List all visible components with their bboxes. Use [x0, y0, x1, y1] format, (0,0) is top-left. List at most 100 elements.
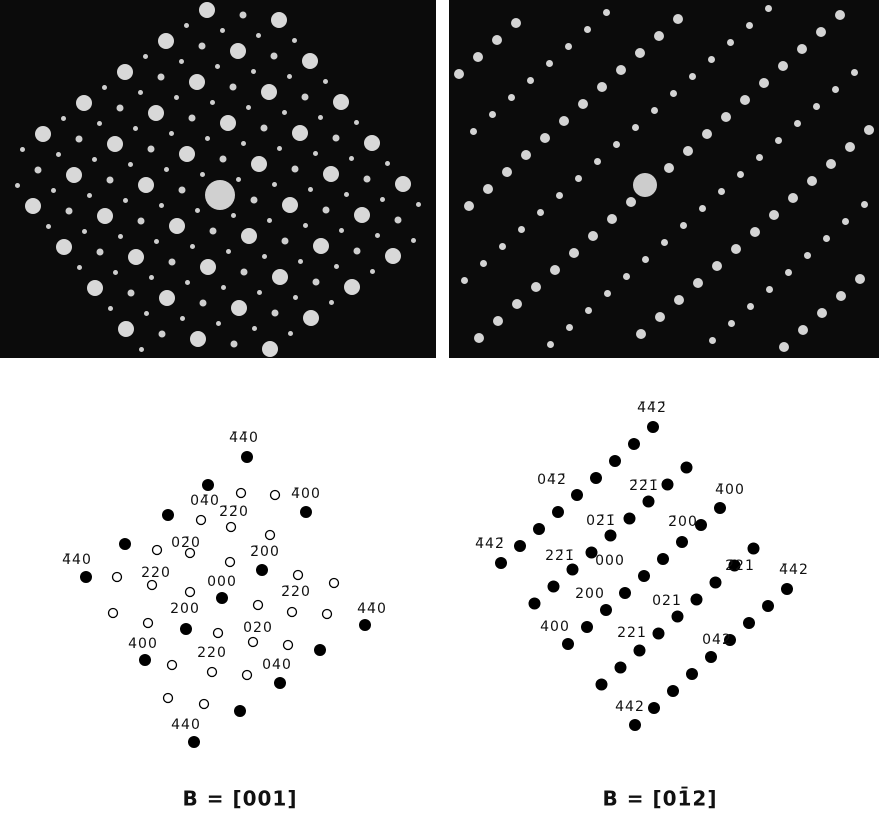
reflection-dot	[638, 570, 650, 582]
diffraction-spot	[693, 278, 703, 288]
index-label: 221	[617, 625, 647, 641]
diffraction-spot	[594, 158, 601, 165]
diffraction-spot	[102, 85, 107, 90]
diffraction-spot	[623, 273, 630, 280]
diffraction-spot	[292, 38, 297, 43]
diffraction-spot	[200, 300, 207, 307]
diffraction-spot	[252, 326, 257, 331]
diffraction-spot	[180, 316, 185, 321]
diffraction-spot	[76, 136, 83, 143]
reflection-dot	[188, 736, 200, 748]
forbidden-reflection	[168, 661, 177, 670]
reflection-dot	[710, 577, 722, 589]
forbidden-reflection	[153, 546, 162, 555]
diffraction-spot	[817, 308, 827, 318]
forbidden-reflection	[249, 638, 258, 647]
diffraction-spot	[521, 150, 531, 160]
diffraction-spot	[588, 231, 598, 241]
reflection-dot	[202, 479, 214, 491]
diffraction-spot	[461, 277, 468, 284]
diffraction-spot	[492, 35, 502, 45]
diffraction-spot	[251, 69, 256, 74]
diffraction-spot	[527, 77, 534, 84]
diffraction-spot	[813, 103, 820, 110]
diffraction-spot	[499, 243, 506, 250]
diffraction-spot	[230, 43, 246, 59]
diffraction-spot	[261, 84, 277, 100]
forbidden-reflection	[237, 489, 246, 498]
diffraction-spot	[333, 135, 340, 142]
reflection-dot	[605, 530, 617, 542]
diffraction-spot	[354, 120, 359, 125]
diffraction-spot	[584, 26, 591, 33]
index-label: 200	[575, 586, 605, 602]
reflection-dot	[600, 604, 612, 616]
diffraction-spot	[826, 159, 836, 169]
index-label: 2̄21	[725, 558, 755, 574]
right-lattice	[495, 421, 793, 731]
index-label: 000	[207, 574, 237, 590]
reflection-dot	[596, 679, 608, 691]
diffraction-spot	[788, 193, 798, 203]
diffraction-spot	[750, 227, 760, 237]
diffraction-spot	[246, 105, 251, 110]
diffraction-spot	[339, 228, 344, 233]
diffraction-spot	[395, 176, 411, 192]
diffraction-spot	[680, 222, 687, 229]
forbidden-reflection	[148, 581, 157, 590]
diffraction-spot	[333, 94, 349, 110]
index-label: 4̄4̄0	[229, 430, 259, 446]
diffraction-spot	[480, 260, 487, 267]
forbidden-reflection	[226, 558, 235, 567]
reflection-dot	[274, 677, 286, 689]
index-label: 02̄1̄	[586, 513, 616, 529]
diffraction-spot	[746, 22, 753, 29]
index-label: 000	[595, 553, 625, 569]
diffraction-spot	[262, 341, 278, 357]
reflection-dot	[676, 536, 688, 548]
reflection-dot	[714, 502, 726, 514]
reflection-dot	[119, 538, 131, 550]
diffraction-spot	[380, 197, 385, 202]
diffraction-spot	[313, 238, 329, 254]
diffraction-spot	[282, 110, 287, 115]
central-spot	[205, 180, 235, 210]
reflection-dot	[615, 662, 627, 674]
diffraction-spot	[288, 331, 293, 336]
diffraction-spot	[308, 187, 313, 192]
diffraction-spot	[271, 53, 278, 60]
diffraction-spot	[547, 341, 554, 348]
reflection-dot	[162, 509, 174, 521]
diffraction-spot	[257, 290, 262, 295]
index-label: 020	[243, 620, 273, 636]
reflection-dot	[234, 705, 246, 717]
forbidden-reflection	[200, 700, 209, 709]
diffraction-spot	[66, 208, 73, 215]
forbidden-reflection	[288, 608, 297, 617]
diffraction-spot	[597, 82, 607, 92]
reflection-dot	[648, 702, 660, 714]
right-labels: 4̄4̄2̄ 04̄2̄ 2̄2̄1̄ 4̄00 02̄1̄ 2̄00 4̄42…	[475, 400, 809, 811]
diffraction-spot	[565, 43, 572, 50]
diffraction-spot	[123, 198, 128, 203]
diffraction-spot	[318, 115, 323, 120]
index-label: 02̄0	[171, 535, 201, 551]
forbidden-reflection	[266, 531, 275, 540]
diffraction-spot	[709, 337, 716, 344]
index-label: 042	[702, 632, 732, 648]
diffraction-spot	[642, 256, 649, 263]
diffraction-spot	[76, 95, 92, 111]
diffraction-spot	[411, 238, 416, 243]
index-label: 04̄0	[190, 493, 220, 509]
diffraction-spot	[298, 259, 303, 264]
figure: 4̄4̄0 04̄0 2̄2̄0 4̄00 02̄0 4̄40 2̄00 220…	[0, 0, 879, 817]
diffraction-spot	[550, 265, 560, 275]
diffraction-spot	[138, 177, 154, 193]
diffraction-spot	[673, 14, 683, 24]
diffraction-spot	[364, 135, 380, 151]
diffraction-spot	[464, 201, 474, 211]
reflection-dot	[647, 421, 659, 433]
forbidden-reflection	[113, 573, 122, 582]
diffraction-spot	[148, 146, 155, 153]
diffraction-spot	[190, 331, 206, 347]
